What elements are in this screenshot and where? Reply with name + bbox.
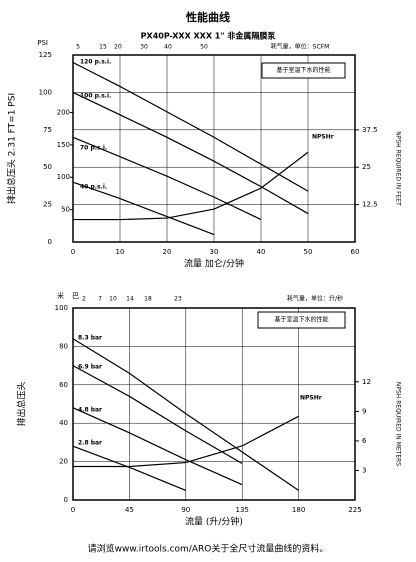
x-tick-label: 30 — [210, 248, 219, 256]
series-line — [72, 91, 309, 215]
air-tick-label: 14 — [126, 296, 134, 303]
series-line — [73, 415, 299, 468]
x-axis-label: 流量 (升/分钟) — [185, 516, 243, 528]
series-line — [72, 338, 299, 491]
y2-axis-label: NPSH REQUIRED IN METERS — [395, 382, 402, 466]
y-tick-label: 75 — [43, 126, 52, 134]
air-tick-label: 5 — [76, 44, 80, 51]
y2-tick-label: 9 — [362, 407, 366, 415]
series-line — [72, 365, 243, 465]
y3-tick-label: 100 — [57, 173, 70, 181]
y2-tick-label: 12 — [362, 378, 371, 386]
y-tick-label: 80 — [59, 342, 68, 350]
x-tick-label: 40 — [257, 248, 266, 256]
air-tick-label: 15 — [99, 44, 107, 51]
air-tick-label: 40 — [164, 44, 172, 51]
x-tick-label: 0 — [71, 506, 75, 514]
air-tick-label: 2 — [82, 296, 86, 303]
air-unit: 巴 — [72, 292, 79, 300]
x-tick-label: 45 — [125, 506, 134, 514]
air-tick-label: 30 — [140, 44, 148, 51]
y-tick-label: 40 — [59, 419, 68, 427]
y3-tick-label: 150 — [57, 141, 70, 149]
note: 基于室温下水的性能 — [274, 316, 328, 324]
x-tick-label: 0 — [71, 248, 75, 256]
y-axis-label: 排出总压头 2.31 FT=1 PSI — [6, 93, 18, 204]
series-label: 4.8 bar — [78, 407, 102, 414]
y-tick-label: 0 — [64, 496, 68, 504]
y2-axis-label: NPSH REQUIRED IN FEET — [395, 131, 402, 206]
x-tick-label: 50 — [304, 248, 313, 256]
y2-tick-label: 37.5 — [362, 126, 378, 134]
air-tick-label: 50 — [200, 44, 208, 51]
series-line — [72, 407, 243, 486]
note-box — [261, 62, 346, 79]
series-label: NPSHr — [312, 134, 334, 141]
y-unit: 米 — [57, 291, 64, 300]
x-axis-label: 流量 加仑/分钟 — [184, 258, 244, 270]
x-tick-label: 180 — [292, 506, 305, 514]
y2-tick-label: 6 — [362, 437, 367, 445]
y-axis-label: 排出总压头 — [16, 381, 28, 426]
x-tick-label: 90 — [181, 506, 190, 514]
y2-tick-label: 25 — [362, 163, 371, 171]
series-line — [73, 151, 309, 221]
y2-tick-label: 12.5 — [362, 201, 378, 209]
plot-frame — [72, 307, 356, 501]
x-tick-label: 60 — [351, 248, 360, 256]
y-tick-label: 60 — [59, 381, 68, 389]
y-tick-label: 25 — [43, 201, 52, 209]
series-label: 6.9 bar — [78, 364, 102, 371]
y-tick-label: 50 — [43, 163, 52, 171]
air-label: 耗气量，单位：SCFM — [271, 43, 330, 51]
y3-tick-label: 50 — [61, 206, 70, 214]
series-label: 40 p.s.i. — [80, 184, 107, 191]
y-tick-label: 100 — [55, 304, 68, 312]
series-line — [72, 136, 262, 221]
series-line — [72, 61, 309, 192]
y-tick-label: 125 — [39, 51, 52, 59]
series-line — [72, 181, 215, 236]
series-label: 8.3 bar — [78, 335, 102, 342]
x-tick-label: 20 — [163, 248, 172, 256]
air-tick-label: 10 — [109, 296, 117, 303]
air-label: 耗气量，单位：升/秒 — [287, 295, 343, 303]
series-label: 100 p.s.i. — [80, 93, 111, 100]
air-tick-label: 18 — [144, 296, 152, 303]
note-box — [257, 311, 346, 329]
y-unit: PSI — [37, 39, 48, 47]
series-line — [72, 445, 187, 491]
x-tick-label: 135 — [236, 506, 249, 514]
y3-tick-label: 200 — [57, 108, 70, 116]
air-tick-label: 20 — [114, 44, 122, 51]
chart-title: 性能曲线 — [186, 10, 230, 24]
series-label: NPSHr — [300, 395, 322, 402]
air-tick-label: 23 — [174, 296, 182, 303]
footer: 请浏览www.irtools.com/ARO关于全尺寸流量曲线的资料。 — [88, 543, 329, 555]
series-label: 120 p.s.i. — [80, 59, 111, 66]
x-tick-label: 225 — [348, 506, 361, 514]
series-label: 2.8 bar — [78, 440, 102, 447]
y-tick-label: 100 — [39, 88, 52, 96]
note: 基于室温下水的性能 — [276, 66, 330, 74]
air-tick-label: 7 — [98, 296, 102, 303]
series-label: 70 p.s.i. — [80, 145, 107, 152]
y2-tick-label: 3 — [362, 466, 366, 474]
x-tick-label: 10 — [116, 248, 125, 256]
y-tick-label: 0 — [48, 238, 52, 246]
chart-subtitle: PX40P-XXX XXX 1" 非金属隔膜泵 — [141, 31, 276, 41]
y-tick-label: 20 — [59, 458, 68, 466]
